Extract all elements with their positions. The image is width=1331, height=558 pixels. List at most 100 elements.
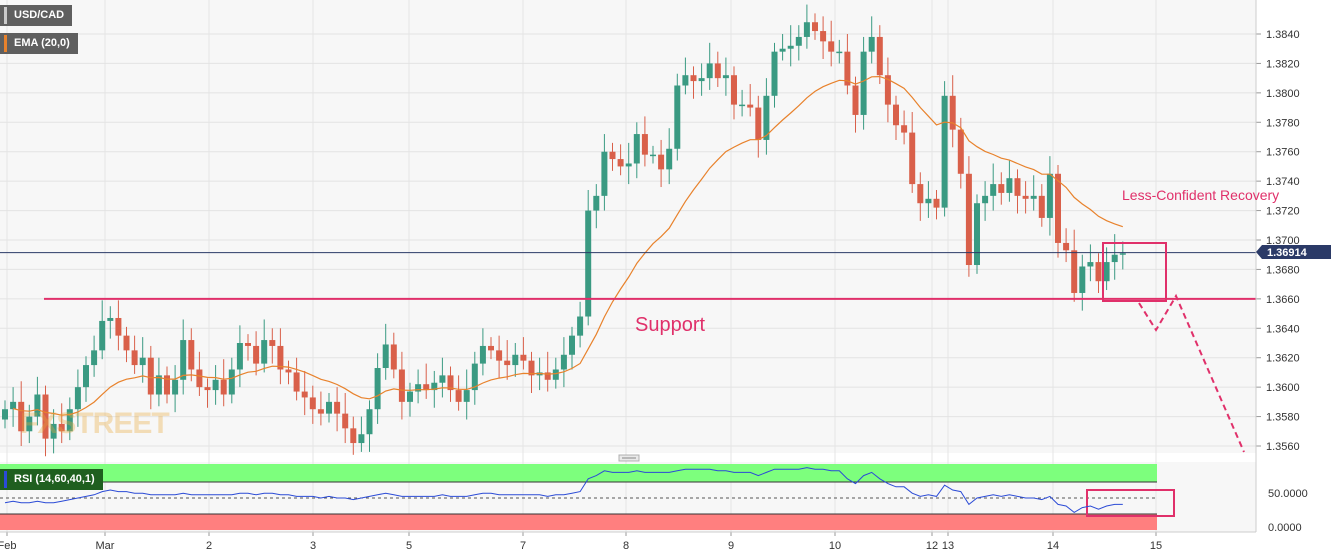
candle-body (650, 154, 656, 157)
candle-body (1103, 262, 1110, 282)
candle-body (747, 104, 754, 108)
symbol-color-marker (4, 7, 7, 24)
candle-body (520, 354, 527, 361)
candle-body (690, 75, 697, 82)
candle-body (301, 391, 308, 398)
ema-line (12, 75, 1123, 416)
candle-body (131, 350, 138, 366)
candle-body (933, 198, 940, 208)
candle-body (714, 63, 721, 79)
annotations (1086, 242, 1245, 517)
candle-body (1063, 242, 1070, 251)
candle-body (925, 198, 932, 204)
rsi-tag[interactable]: RSI (14,60,40,1) (0, 469, 103, 490)
candle-body (569, 335, 575, 355)
current-price-label: 1.36914 (1267, 247, 1308, 259)
time-tick-label: 8 (623, 540, 629, 552)
candle-body (828, 41, 835, 52)
candle-body (666, 148, 673, 170)
rsi-zones: 50.0000 0.0000 (0, 464, 1308, 534)
candle-body (431, 382, 438, 391)
candle-body (155, 375, 162, 395)
candle-body (1087, 262, 1094, 267)
price-tick-label: 1.3840 (1266, 29, 1300, 41)
candle-body (755, 107, 762, 140)
time-tick-label: Mar (96, 540, 115, 552)
candle-body (949, 95, 956, 130)
support-annotation: Support (635, 314, 705, 336)
candle-body (123, 335, 130, 351)
projected-path-arrow (1138, 293, 1245, 453)
time-tick-label: 10 (829, 540, 841, 552)
candle-body (488, 345, 494, 351)
candle-body (1014, 178, 1021, 196)
rsi-label: RSI (14,60,40,1) (14, 473, 95, 485)
candle-body (236, 342, 243, 370)
ema-20-line (12, 75, 1123, 416)
candle-body (269, 340, 276, 346)
candle-body (317, 409, 324, 414)
candle-body (803, 22, 810, 37)
candle-body (172, 379, 179, 395)
candle-body (293, 372, 300, 392)
candle-body (965, 173, 972, 266)
candle-body (909, 132, 916, 185)
candle-body (26, 416, 33, 432)
candle-body (812, 22, 818, 32)
candle-body (139, 357, 146, 366)
candle-body (544, 372, 551, 380)
candle-body (593, 195, 600, 211)
candle-body (34, 394, 41, 417)
candle-body (787, 45, 794, 49)
candle-body (261, 340, 268, 364)
price-axis: 1.3560 1.3580 1.3600 1.3620 1.3640 1.3660 1.36… (1256, 29, 1300, 453)
candle-body (196, 369, 203, 388)
price-tick-label: 1.3660 (1266, 294, 1300, 306)
candle-body (641, 134, 648, 155)
candle-body (998, 184, 1005, 193)
candle-body (601, 151, 608, 196)
watermark-logo: FXSTREET (20, 407, 169, 440)
candle-body (706, 63, 713, 79)
candle-body (212, 379, 219, 391)
rsi-overbought-zone (0, 464, 1157, 482)
candle-body (228, 369, 235, 395)
candle-body (1095, 262, 1102, 282)
price-tick-label: 1.3820 (1266, 58, 1300, 70)
candle-body (334, 401, 341, 414)
candle-body (893, 104, 899, 126)
candle-body (1119, 253, 1126, 255)
candle-body (496, 350, 503, 361)
candle-body (990, 184, 997, 196)
candle-body (447, 375, 454, 391)
price-tick-label: 1.3780 (1266, 117, 1300, 129)
recovery-highlight-box (1102, 242, 1167, 302)
time-tick-label: 15 (1150, 540, 1162, 552)
candle-body (398, 369, 405, 402)
candle-body (617, 159, 624, 167)
candle-body (625, 163, 632, 167)
candle-body (722, 75, 729, 79)
time-tick-label: 7 (520, 540, 526, 552)
time-axis: Feb Mar 2 3 5 7 8 9 10 12 13 14 15 (0, 532, 1162, 552)
price-tick-label: 1.3700 (1266, 235, 1300, 247)
symbol-label: USD/CAD (14, 9, 65, 21)
candle-body (99, 320, 106, 351)
ema-tag[interactable]: EMA (20,0) (0, 33, 78, 54)
price-tick-label: 1.3640 (1266, 323, 1300, 335)
symbol-tag[interactable]: USD/CAD (0, 5, 73, 26)
rsi-color-marker (4, 471, 7, 488)
price-tick-label: 1.3760 (1266, 147, 1300, 159)
price-tick-label: 1.3680 (1266, 264, 1300, 276)
candle-body (682, 75, 689, 86)
candle-body (552, 369, 559, 380)
candle-body (455, 390, 462, 402)
candle-body (382, 344, 389, 369)
candle-body (1006, 178, 1013, 193)
candle-body (739, 104, 746, 107)
candle-body (91, 350, 98, 366)
candle-body (277, 345, 284, 370)
candle-body (1046, 173, 1053, 218)
candle-body (245, 342, 251, 346)
